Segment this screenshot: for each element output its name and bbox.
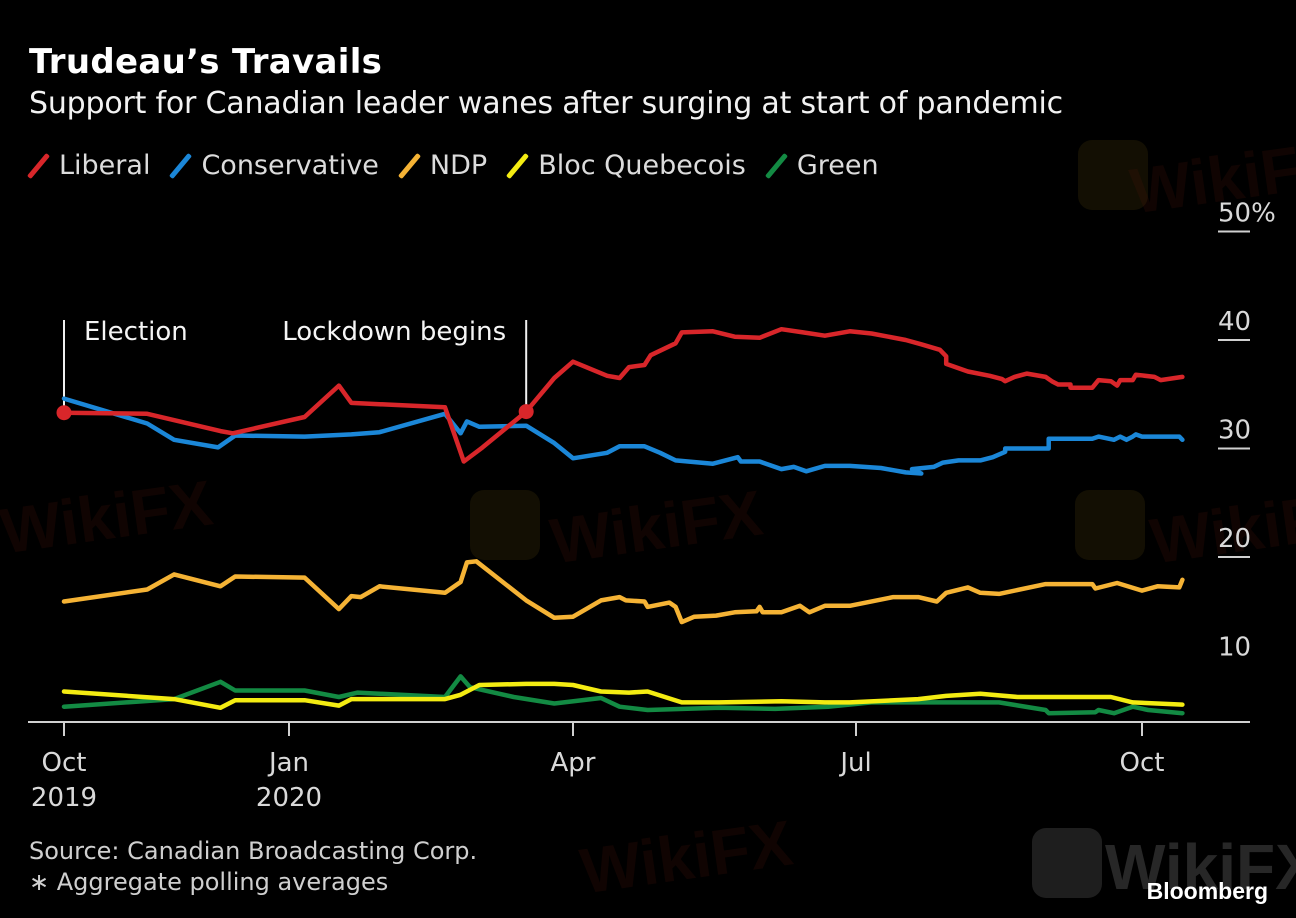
chart-subtitle: Support for Canadian leader wanes after … bbox=[29, 86, 1063, 121]
footer: Source: Canadian Broadcasting Corp. ∗ Ag… bbox=[29, 836, 477, 898]
x-tick-label: Apr bbox=[551, 748, 596, 778]
series-line-ndp bbox=[61, 559, 1185, 625]
legend-item-conservative: Conservative bbox=[169, 150, 379, 181]
y-axis: 10 20 30 40 50% bbox=[1218, 199, 1276, 663]
x-axis: Oct 2019 Jan 2020 Apr Jul Oct bbox=[28, 721, 1250, 813]
y-tick-label: 30 bbox=[1218, 416, 1251, 446]
legend-item-liberal: Liberal bbox=[26, 150, 151, 181]
x-tick-label: Jan bbox=[267, 748, 309, 778]
annotation-markers bbox=[56, 404, 534, 421]
y-tick-label: 20 bbox=[1218, 524, 1251, 554]
annotation-label: Election bbox=[84, 317, 188, 347]
legend-item-green: Green bbox=[764, 150, 879, 181]
y-tick-label: 10 bbox=[1218, 633, 1251, 663]
x-tick-year-label: 2020 bbox=[256, 783, 322, 813]
legend-item-ndp: NDP bbox=[397, 150, 488, 181]
legend-label: Green bbox=[796, 150, 879, 181]
watermark-badge bbox=[1032, 828, 1102, 898]
x-tick-label: Oct bbox=[1120, 748, 1165, 778]
legend-item-bloc-quebecois: Bloc Quebecois bbox=[506, 150, 746, 181]
annotations: Election Lockdown begins bbox=[63, 317, 528, 413]
legend: Liberal Conservative NDP Bloc Quebecois … bbox=[26, 150, 901, 181]
series-lines bbox=[61, 326, 1185, 716]
bloomberg-logo: Bloomberg bbox=[1146, 878, 1268, 904]
x-tick-year-label: 2019 bbox=[31, 783, 97, 813]
legend-label: Liberal bbox=[59, 150, 151, 181]
series-line-liberal bbox=[61, 326, 1185, 464]
annotation-marker bbox=[56, 405, 72, 421]
x-tick-label: Oct bbox=[42, 748, 87, 778]
watermark-text: WikiFX bbox=[1105, 831, 1296, 903]
y-tick-label: 50% bbox=[1218, 199, 1276, 229]
legend-label: Bloc Quebecois bbox=[538, 150, 746, 181]
legend-label: NDP bbox=[429, 150, 488, 181]
series-line-conservative bbox=[61, 396, 1185, 476]
footnote: ∗ Aggregate polling averages bbox=[29, 868, 389, 896]
source-note: Source: Canadian Broadcasting Corp. bbox=[29, 837, 478, 865]
annotation-label: Lockdown begins bbox=[282, 317, 506, 347]
y-tick-label: 40 bbox=[1218, 307, 1251, 337]
legend-label: Conservative bbox=[201, 150, 379, 181]
series-line-green bbox=[61, 674, 1185, 716]
chart-title: Trudeau’s Travails bbox=[29, 42, 383, 82]
series-line-bloc-quebecois bbox=[61, 681, 1185, 711]
watermark-badge bbox=[470, 490, 540, 560]
watermark-badge bbox=[1078, 140, 1148, 210]
x-tick-label: Jul bbox=[838, 748, 871, 778]
watermark-badge bbox=[1075, 490, 1145, 560]
annotation-marker bbox=[518, 404, 534, 420]
